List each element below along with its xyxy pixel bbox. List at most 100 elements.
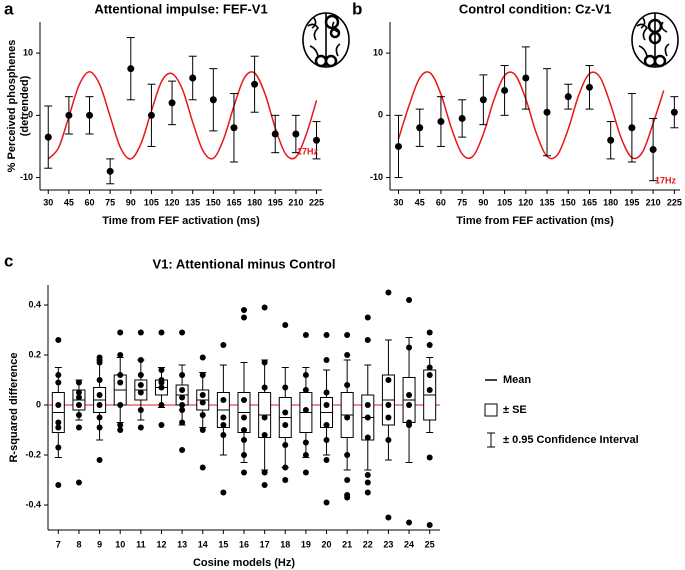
x-axis-label: Time from FEF activation (ms) [456, 215, 614, 227]
x-tick-label: 105 [144, 197, 159, 207]
subject-point [385, 414, 392, 421]
x-tick-label: 14 [198, 539, 208, 549]
subject-point [96, 359, 103, 366]
x-tick-label: 17 [260, 539, 270, 549]
subject-point [426, 522, 433, 528]
subject-point [179, 407, 186, 413]
subject-point [426, 329, 433, 336]
y-tick-label: -10 [20, 172, 33, 182]
legend-label: ± SE [503, 404, 527, 416]
x-tick-label: 150 [206, 197, 221, 207]
x-tick-label: 25 [425, 539, 435, 549]
subject-point [75, 412, 82, 418]
subject-point [323, 422, 330, 428]
data-point [479, 96, 487, 104]
subject-point [426, 387, 433, 393]
subject-point [426, 454, 433, 461]
subject-point [158, 422, 165, 428]
data-point [437, 118, 445, 126]
subject-point [137, 329, 144, 336]
subject-point [179, 329, 186, 336]
subject-point [241, 397, 247, 403]
y-tick-label: -10 [370, 172, 383, 182]
y-tick-label: 0.2 [28, 349, 41, 359]
subject-point [385, 289, 392, 296]
subject-point [117, 329, 124, 336]
subject-point [344, 477, 351, 483]
subject-point [158, 384, 165, 391]
x-tick-label: 23 [383, 539, 393, 549]
subject-point [323, 332, 330, 338]
subject-point [55, 402, 62, 408]
subject-point [364, 402, 371, 408]
subject-point [302, 332, 309, 338]
legend-ci-symbol [487, 432, 495, 448]
subject-point [96, 402, 103, 408]
subject-point [199, 464, 206, 471]
subject-point [282, 384, 289, 391]
subject-point [344, 452, 351, 458]
data-point [65, 111, 73, 119]
subject-point [364, 489, 371, 496]
subject-point [137, 382, 144, 388]
data-point [564, 93, 572, 101]
subject-point [261, 359, 268, 366]
subject-point [385, 514, 392, 521]
y-axis-label: (detrended) [19, 75, 31, 136]
subject-point [199, 427, 206, 433]
x-tick-label: 15 [218, 539, 228, 549]
subject-point [261, 469, 268, 476]
subject-point [241, 469, 247, 476]
x-tick-label: 24 [404, 539, 414, 549]
x-tick-label: 165 [582, 197, 597, 207]
subject-point [179, 447, 186, 453]
subject-point [261, 482, 268, 488]
subject-point [282, 442, 289, 448]
subject-point [364, 434, 371, 441]
subject-point [323, 499, 330, 506]
x-tick-label: 21 [342, 539, 352, 549]
subject-point [220, 414, 227, 421]
subject-point [199, 354, 206, 361]
subject-point [179, 419, 186, 426]
subject-point [364, 479, 371, 486]
subject-point [323, 402, 330, 408]
subject-point [220, 489, 227, 496]
y-tick-label: 0 [36, 399, 41, 409]
x-tick-label: 150 [561, 197, 576, 207]
subject-point [406, 392, 413, 398]
data-point [127, 65, 135, 73]
subject-point [158, 329, 165, 336]
y-tick-label: 0 [378, 110, 383, 120]
data-point [106, 167, 114, 175]
annotation: 17Hz [655, 175, 677, 185]
data-point [86, 111, 94, 119]
subject-point [96, 457, 103, 463]
y-tick-label: 10 [373, 47, 383, 57]
legend-se-symbol [484, 403, 498, 417]
x-tick-label: 180 [603, 197, 618, 207]
panel-label: c [4, 251, 13, 270]
subject-point [199, 412, 206, 418]
subject-point [426, 342, 433, 348]
subject-point [241, 437, 247, 443]
subject-point [302, 407, 309, 413]
subject-point [385, 377, 392, 383]
x-tick-label: 180 [247, 197, 262, 207]
brain-icon [302, 12, 350, 68]
x-tick-label: 195 [624, 197, 639, 207]
data-point [670, 108, 678, 116]
subject-point [137, 389, 144, 396]
data-point [522, 74, 530, 82]
subject-point [55, 372, 62, 378]
x-axis-label: Time from FEF activation (ms) [102, 215, 260, 227]
subject-point [220, 397, 227, 403]
subject-point [117, 402, 124, 408]
subject-point [75, 424, 82, 431]
subject-point [75, 402, 82, 408]
subject-point [406, 519, 413, 526]
x-tick-label: 30 [393, 197, 403, 207]
subject-point [344, 332, 351, 338]
subject-point [385, 437, 392, 443]
x-tick-label: 120 [165, 197, 180, 207]
